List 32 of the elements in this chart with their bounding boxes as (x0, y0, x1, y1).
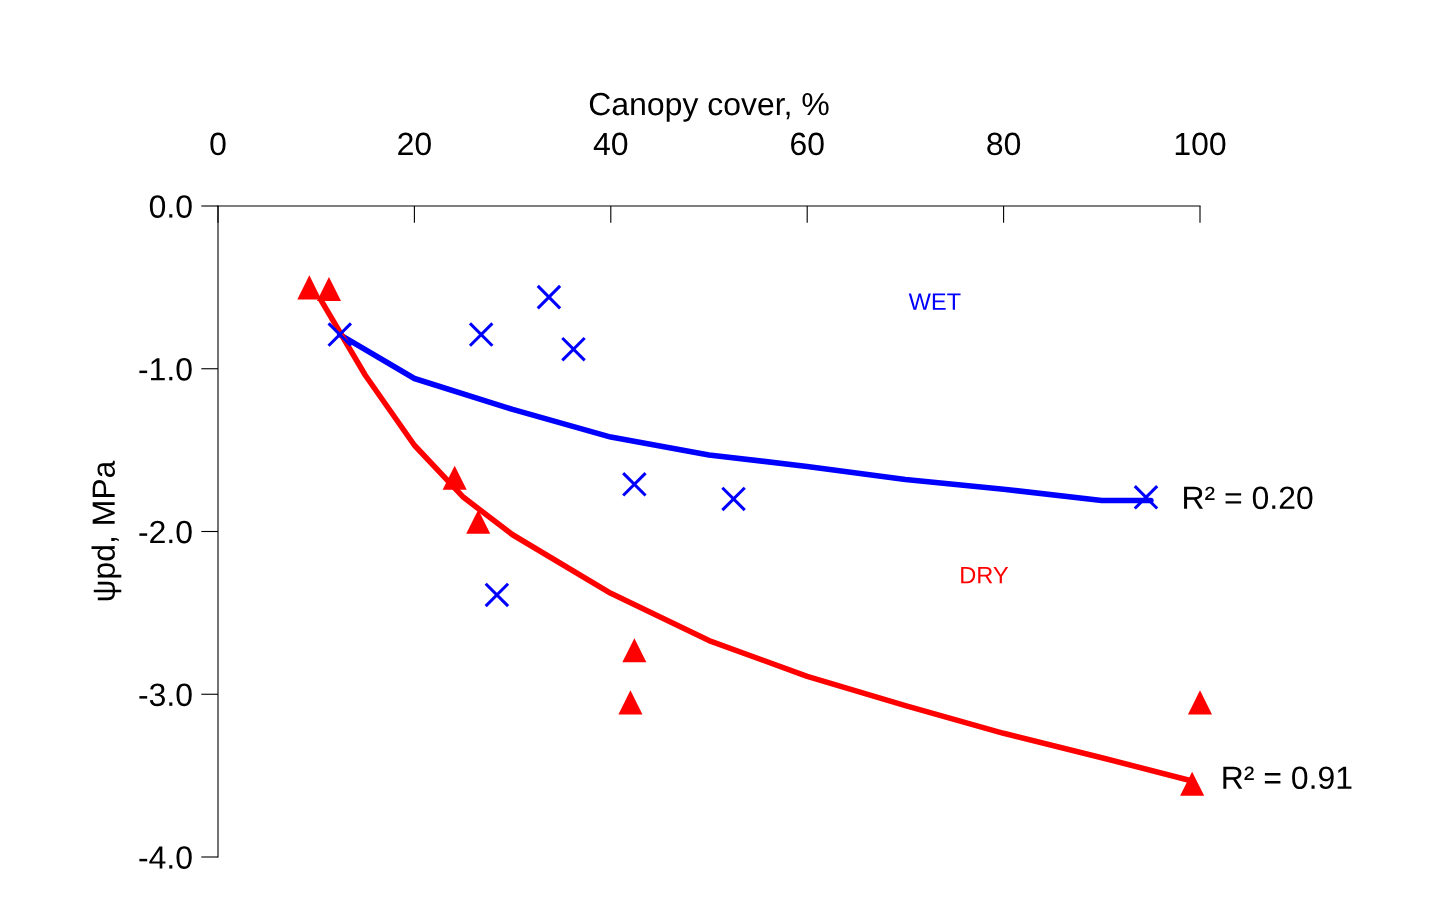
x-axis-title: Canopy cover, % (589, 92, 829, 122)
point (536, 284, 562, 310)
x-tick-label: 60 (791, 132, 824, 156)
point (297, 275, 322, 300)
y-tick-label: -1.0 (139, 358, 192, 381)
x-tick-label: 0 (210, 132, 226, 156)
annotation: R² = 0.20 (1184, 486, 1313, 510)
point (618, 690, 643, 715)
point (1133, 484, 1159, 511)
point (560, 336, 587, 362)
point (468, 321, 494, 348)
point (720, 486, 747, 512)
x-tick-label: 100 (1175, 132, 1226, 156)
point (442, 465, 467, 490)
y-axis-title: ψpd, MPa (91, 460, 122, 601)
text: WET (908, 293, 961, 310)
point (622, 638, 647, 663)
y-tick-label: 0.0 (149, 195, 192, 218)
point (316, 276, 341, 302)
y-tick-label: -2.0 (139, 520, 192, 544)
point (466, 509, 491, 534)
annotation: R² = 0.91 (1223, 766, 1352, 790)
x-tick-label: 20 (398, 132, 431, 156)
y-tick-label: -4.0 (139, 846, 192, 869)
point (484, 582, 510, 608)
x-tick-label: 80 (987, 132, 1021, 156)
x-tick-label: 40 (593, 132, 628, 156)
text: DRY (961, 566, 1009, 584)
point (1187, 690, 1213, 715)
point (621, 471, 648, 498)
point (1180, 771, 1205, 796)
y-tick-label: -3.0 (139, 683, 192, 707)
